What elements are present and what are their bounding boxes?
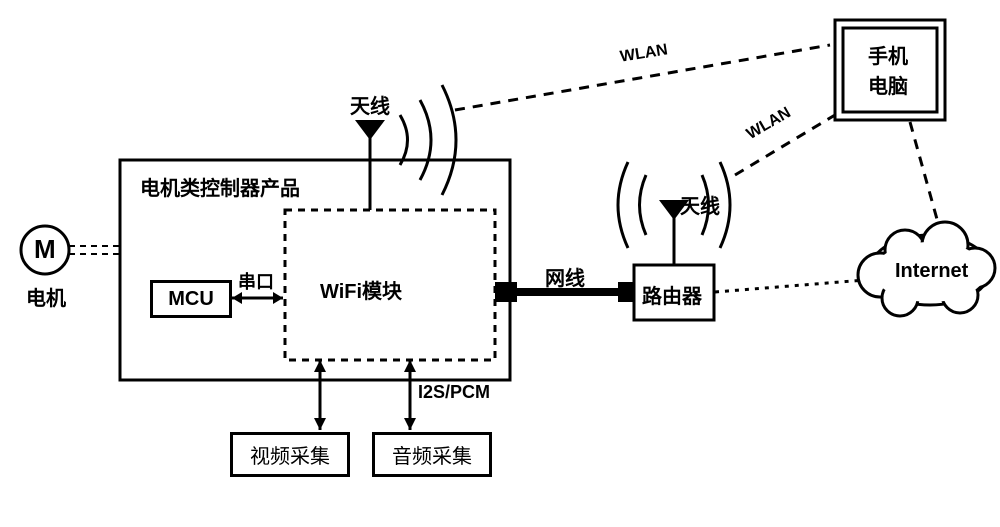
- controller-title: 电机类控制器产品: [140, 172, 300, 201]
- router-label: 路由器: [642, 280, 702, 309]
- wlan-label-1: WLAN: [619, 41, 669, 66]
- internet-label: Internet: [895, 260, 968, 283]
- diagram-lines: [0, 0, 1000, 527]
- antenna-label-2: 天线: [680, 190, 720, 219]
- serial-label: 串口: [238, 268, 274, 294]
- lan-cable-label: 网线: [545, 262, 585, 291]
- antenna-label-1: 天线: [350, 90, 390, 119]
- device-line2: 电脑: [868, 72, 908, 102]
- i2s-label: I2S/PCM: [418, 382, 490, 403]
- device-line1: 手机: [868, 42, 908, 72]
- wifi-module-label: WiFi模块: [320, 275, 402, 304]
- device-label: 手机 电脑: [868, 42, 908, 102]
- mcu-box: MCU: [150, 280, 232, 318]
- audio-capture-box: 音频采集: [372, 432, 492, 477]
- wlan-label-2: WLAN: [744, 104, 795, 144]
- video-capture-box: 视频采集: [230, 432, 350, 477]
- motor-symbol: M: [34, 234, 56, 265]
- motor-label: 电机: [26, 282, 66, 311]
